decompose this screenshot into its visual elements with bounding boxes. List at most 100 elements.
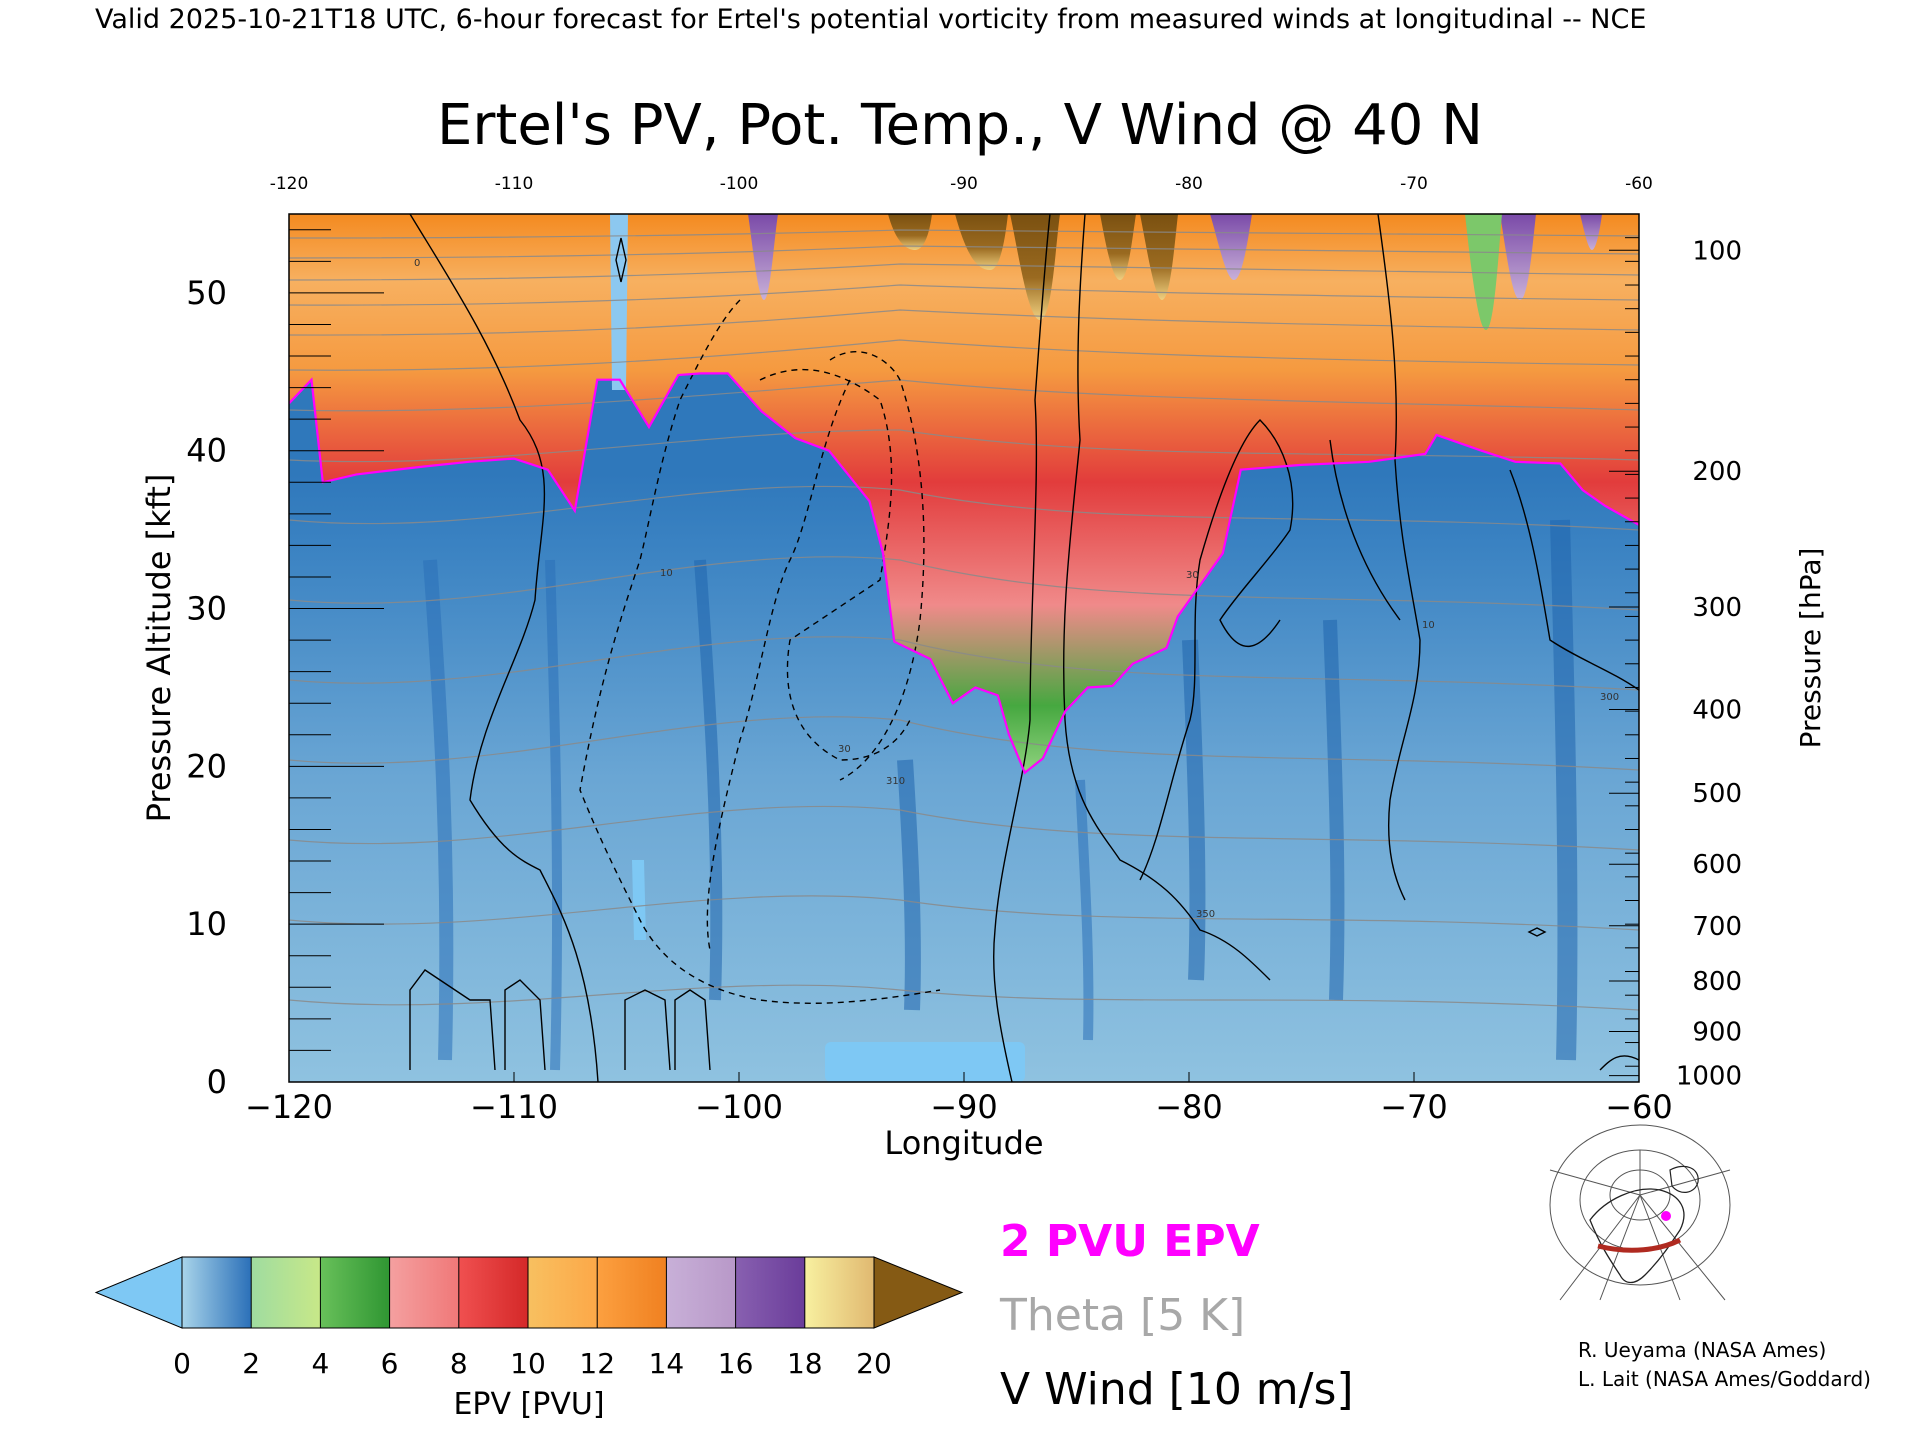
ridge-purple <box>748 214 778 300</box>
vwind-ridge-bottom <box>624 989 671 1071</box>
colorbar-tick-label: 4 <box>311 1347 329 1380</box>
y-left-tick-label: 0 <box>207 1063 227 1101</box>
y-left-tick-label: 30 <box>186 590 227 628</box>
pv-streak <box>545 559 563 1071</box>
pv-stratosphere-fill <box>289 214 1639 773</box>
legend-theta: Theta [5 K] <box>999 1290 1245 1341</box>
credit-line-2: L. Lait (NASA Ames/Goddard) <box>1578 1367 1871 1391</box>
vwind-diamond <box>615 237 627 283</box>
y-right-axis-label: Pressure [hPa] <box>1794 548 1827 749</box>
legend-vwind: V Wind [10 m/s] <box>1000 1364 1354 1415</box>
right-minor-ticks <box>1625 237 1639 1067</box>
pv-streak <box>1550 519 1578 1061</box>
theta-line <box>289 716 1639 771</box>
vwind-zero-center <box>993 214 1051 1082</box>
x-top-tick-label: -60 <box>1625 174 1653 194</box>
x-top-tick-label: -100 <box>720 174 759 194</box>
contour-label: 0 <box>414 258 420 269</box>
theta-line <box>289 379 1639 412</box>
vwind-ridge-bottom <box>504 979 546 1071</box>
colorbar-band <box>320 1257 391 1328</box>
ridge-brown <box>1100 214 1136 280</box>
valid-line: Valid 2025-10-21T18 UTC, 6-hour forecast… <box>95 4 1646 35</box>
colorbar-band <box>666 1257 737 1328</box>
pv-low-sliver <box>632 860 646 940</box>
colorbar-band <box>182 1257 252 1328</box>
vwind-neg10 <box>579 299 941 1004</box>
colorbar-tick-label: 18 <box>787 1347 823 1380</box>
y-left-tick-label: 10 <box>186 905 227 943</box>
vwind-pos30 <box>1139 419 1294 881</box>
pv-streak <box>1182 639 1206 981</box>
x-tick-label: −80 <box>1155 1088 1223 1126</box>
x-bottom-axis: −120 −110 −100 −90 −80 −70 −60 <box>245 1072 1673 1126</box>
pv-streak <box>423 559 454 1061</box>
x-tick-label: −60 <box>1605 1088 1673 1126</box>
y-right-tick-label: 400 <box>1692 696 1742 726</box>
colorbar-tick-label: 8 <box>450 1347 468 1380</box>
y-right-tick-label: 200 <box>1692 457 1742 487</box>
theta-line <box>289 309 1639 336</box>
vwind-zero-west <box>409 214 599 1082</box>
vwind-ridge-bottom <box>674 989 711 1071</box>
pv-2pvu-contour <box>289 372 1639 775</box>
theta-contours <box>289 229 1639 1011</box>
colorbar-band <box>735 1257 806 1328</box>
vwind-pos10 <box>1062 214 1271 981</box>
theta-line <box>289 429 1639 463</box>
x-tick-label: −110 <box>470 1088 558 1126</box>
theta-line <box>289 984 1639 1011</box>
colorbar-over-arrow <box>873 1256 964 1329</box>
y-left-axis-label: Pressure Altitude [kft] <box>140 474 178 823</box>
contour-labels: 0 10 30 310 350 300 10 30 <box>414 258 1619 920</box>
y-right-tick-label: 1000 <box>1676 1062 1742 1092</box>
ridge-brown <box>1140 214 1178 300</box>
pv-streak <box>1075 779 1094 1041</box>
y-right-tick-label: 500 <box>1692 779 1742 809</box>
y-right-tick-label: 800 <box>1692 967 1742 997</box>
colorbar-tick-label: 14 <box>649 1347 685 1380</box>
ridge-purple <box>1580 214 1602 250</box>
legend-2pvu: 2 PVU EPV <box>1000 1216 1260 1267</box>
map-greenland <box>1669 1165 1699 1193</box>
x-top-tick-label: -120 <box>270 174 309 194</box>
locator-map <box>1540 1124 1738 1301</box>
colorbar-label: EPV [PVU] <box>453 1387 604 1422</box>
pv-streak <box>694 559 723 1001</box>
y-right-axis: 100 200 300 400 500 600 700 800 900 1000 <box>1609 236 1742 1092</box>
contour-label: 300 <box>1600 692 1619 703</box>
colorbar-tick-label: 12 <box>579 1347 615 1380</box>
colorbar-under-arrow <box>94 1256 183 1329</box>
vwind-corner <box>1599 1055 1639 1071</box>
x-tick-label: −100 <box>695 1088 783 1126</box>
y-left-tick-label: 20 <box>186 747 227 785</box>
theta-line <box>289 284 1639 306</box>
pv-streak <box>1323 619 1345 1001</box>
contour-label: 310 <box>886 776 905 787</box>
contour-label: 10 <box>1422 620 1435 631</box>
x-top-tick-label: -90 <box>950 174 978 194</box>
theta-line <box>289 636 1639 691</box>
vwind-ridge-bottom <box>409 969 496 1071</box>
y-left-tick-label: 40 <box>186 432 227 470</box>
colorbar: 0 2 4 6 8 10 12 14 16 18 20 <box>94 1256 964 1380</box>
x-top-tick-label: -80 <box>1175 174 1203 194</box>
vwind-east-bound <box>1509 469 1639 691</box>
colorbar-tick-label: 2 <box>242 1347 260 1380</box>
x-tick-label: −120 <box>245 1088 333 1126</box>
x-tick-label: −90 <box>930 1088 998 1126</box>
theta-line <box>289 229 1639 239</box>
map-marker <box>1661 1211 1671 1221</box>
theta-line <box>289 556 1639 611</box>
left-minor-ticks <box>289 229 331 1051</box>
x-top-tick-label: -110 <box>495 174 534 194</box>
colorbar-band <box>804 1257 875 1328</box>
y-right-tick-label: 100 <box>1692 236 1742 266</box>
pv-streaks <box>423 519 1578 1071</box>
contour-label: 30 <box>838 744 851 755</box>
y-left-axis: 0 10 20 30 40 50 <box>186 274 384 1101</box>
map-grid-ring <box>1549 1124 1731 1286</box>
vwind-negative-contours <box>579 299 941 1004</box>
ridge-brown <box>888 214 932 250</box>
